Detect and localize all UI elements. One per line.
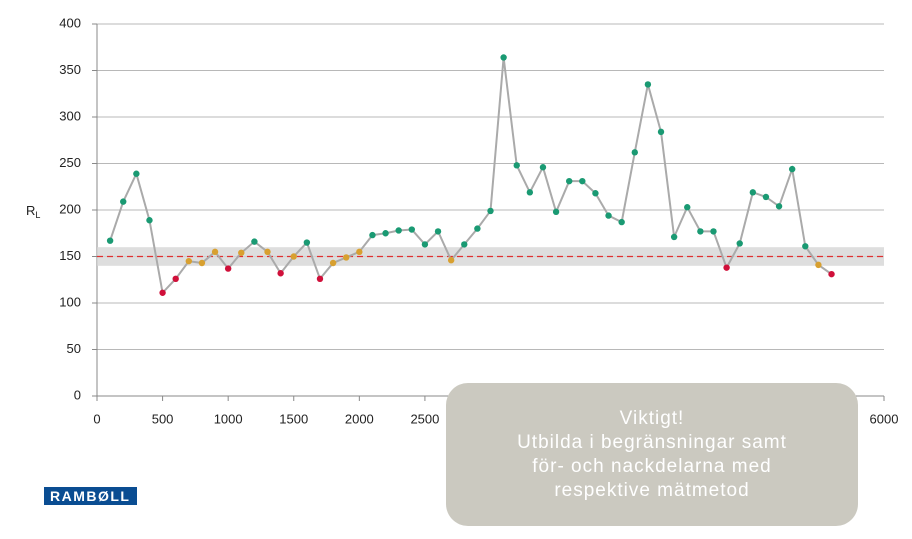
point xyxy=(185,257,193,265)
x-tick-label: 1500 xyxy=(279,411,308,426)
x-tick-label: 6000 xyxy=(870,411,899,426)
point xyxy=(343,254,350,261)
point xyxy=(434,228,442,235)
x-tick-label: 2500 xyxy=(410,411,439,426)
point xyxy=(159,289,166,296)
logo: RAMBØLL xyxy=(44,487,137,505)
point xyxy=(684,204,691,211)
point xyxy=(788,165,796,173)
point xyxy=(211,248,219,256)
y-tick-label: 350 xyxy=(59,62,81,77)
point xyxy=(618,218,625,226)
point xyxy=(723,264,730,271)
x-tick-label: 2000 xyxy=(345,411,374,426)
point xyxy=(133,170,140,177)
point xyxy=(382,230,389,237)
note-line: Viktigt! xyxy=(619,407,685,429)
point xyxy=(277,270,284,277)
point xyxy=(369,231,376,239)
point xyxy=(775,203,783,210)
x-tick-label: 500 xyxy=(152,411,174,426)
y-tick-label: 0 xyxy=(74,387,81,402)
point xyxy=(329,259,337,267)
point xyxy=(670,233,678,241)
point xyxy=(264,248,271,256)
note-line: Utbilda i begränsningar samt xyxy=(517,431,787,453)
point xyxy=(303,239,311,246)
y-tick-label: 400 xyxy=(59,15,81,30)
point xyxy=(487,207,494,215)
point xyxy=(395,227,402,234)
y-tick-label: 150 xyxy=(59,248,81,263)
point xyxy=(657,128,665,136)
point xyxy=(592,190,599,197)
point xyxy=(251,238,258,245)
x-tick-label: 0 xyxy=(93,411,100,426)
y-tick-label: 250 xyxy=(59,155,81,170)
note-box: Viktigt! Utbilda i begränsningar samt för-… xyxy=(446,383,858,526)
point xyxy=(631,149,638,156)
y-label-main: R xyxy=(26,203,35,218)
point xyxy=(539,164,547,171)
point xyxy=(552,208,560,216)
point xyxy=(461,241,468,248)
note-line: för- och nackdelarna med xyxy=(532,455,772,477)
point xyxy=(697,228,704,235)
point xyxy=(408,226,415,233)
point xyxy=(106,237,114,244)
point xyxy=(605,212,612,219)
point xyxy=(526,189,534,196)
x-tick-label: 1000 xyxy=(214,411,243,426)
point xyxy=(736,240,743,247)
y-tick-label: 200 xyxy=(59,201,81,216)
point xyxy=(710,228,717,235)
point xyxy=(762,193,770,201)
point xyxy=(828,270,835,278)
point xyxy=(146,217,153,224)
point xyxy=(644,81,652,88)
point xyxy=(238,249,245,256)
note-line: respektive mätmetod xyxy=(554,479,750,501)
point xyxy=(474,225,481,232)
point xyxy=(198,259,206,267)
point xyxy=(172,275,179,283)
point xyxy=(290,253,297,260)
point xyxy=(120,198,127,205)
point xyxy=(566,177,573,185)
y-tick-label: 300 xyxy=(59,108,81,123)
point xyxy=(749,189,757,196)
y-axis-label: RL xyxy=(26,203,40,220)
point xyxy=(224,265,232,272)
y-tick-label: 100 xyxy=(59,294,81,309)
y-label-sub: L xyxy=(35,210,40,220)
point xyxy=(513,162,520,169)
point xyxy=(447,257,455,264)
point xyxy=(802,243,809,250)
y-tick-label: 50 xyxy=(67,341,81,356)
point xyxy=(356,248,363,256)
point xyxy=(316,275,324,283)
point xyxy=(421,241,429,248)
point xyxy=(815,261,822,269)
point xyxy=(500,54,507,61)
point xyxy=(579,177,586,185)
